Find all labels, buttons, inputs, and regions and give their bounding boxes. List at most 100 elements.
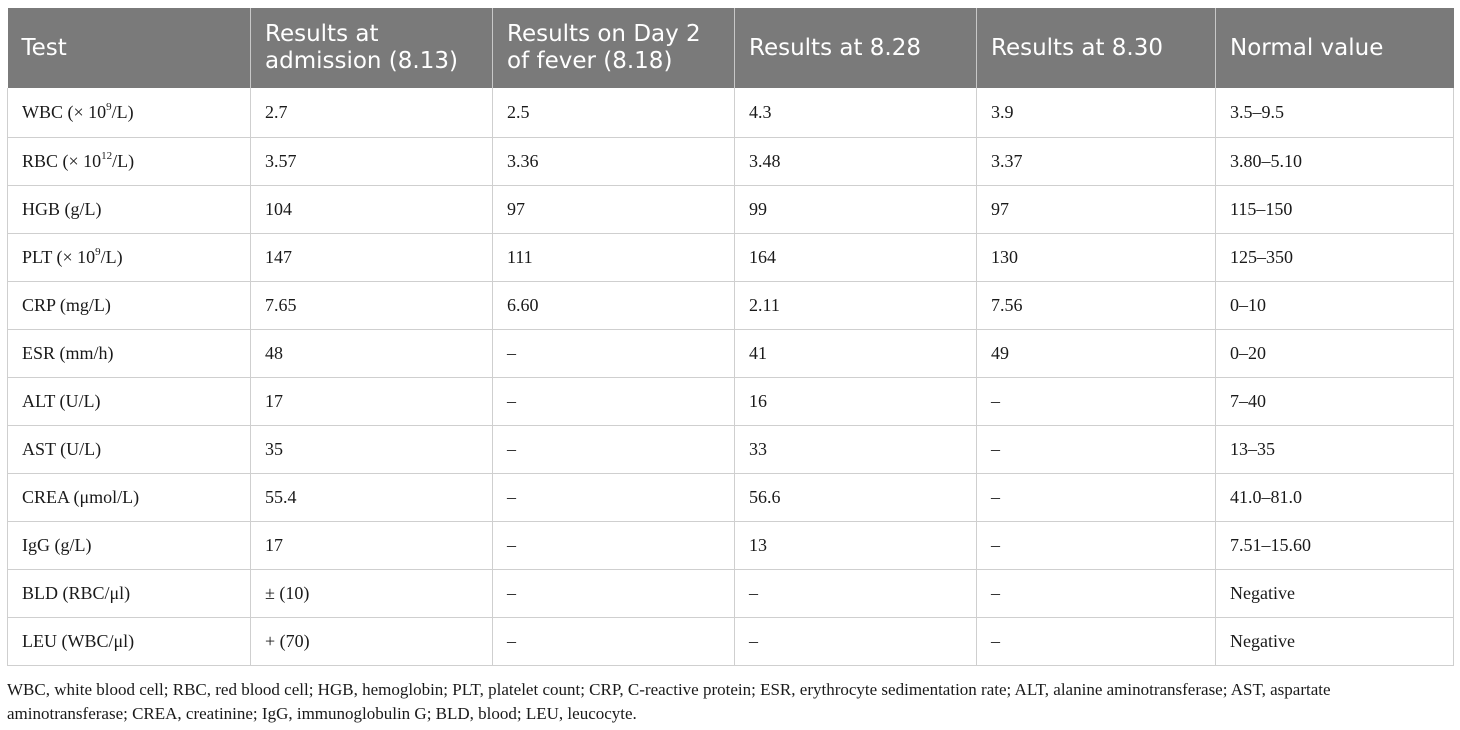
test-name: AST (U/L) bbox=[22, 438, 102, 459]
day2-fever-value-cell: – bbox=[492, 473, 735, 522]
value-8-28-cell: 4.3 bbox=[734, 88, 977, 138]
test-unit-suffix: /L) bbox=[112, 150, 135, 171]
test-name-cell: CRP (mg/L) bbox=[7, 281, 251, 330]
test-name: WBC (× 10 bbox=[22, 101, 107, 122]
value-8-28-cell: 164 bbox=[734, 233, 977, 282]
value-8-30-cell: 7.56 bbox=[976, 281, 1216, 330]
test-unit-suffix: /L) bbox=[111, 101, 134, 122]
value-8-28-cell: 3.48 bbox=[734, 137, 977, 186]
header-admission: Results at admission (8.13) bbox=[250, 8, 493, 88]
admission-value-cell: ± (10) bbox=[250, 569, 493, 618]
value-8-28-cell: 56.6 bbox=[734, 473, 977, 522]
admission-value-cell: 17 bbox=[250, 377, 493, 426]
admission-value-cell: 147 bbox=[250, 233, 493, 282]
table-row: ALT (U/L) 17–16–7–40 bbox=[7, 377, 1454, 426]
value-8-30-cell: – bbox=[976, 425, 1216, 474]
test-name: HGB (g/L) bbox=[22, 198, 102, 219]
header-normal-value: Normal value bbox=[1215, 8, 1454, 88]
day2-fever-value-cell: 111 bbox=[492, 233, 735, 282]
value-8-30-cell: – bbox=[976, 521, 1216, 570]
test-unit-exponent: 9 bbox=[106, 100, 112, 113]
table-footnote: WBC, white blood cell; RBC, red blood ce… bbox=[7, 680, 1331, 723]
admission-value-cell: 2.7 bbox=[250, 88, 493, 138]
normal-value-cell: 3.5–9.5 bbox=[1215, 88, 1454, 138]
normal-value-cell: 7–40 bbox=[1215, 377, 1454, 426]
test-name-cell: HGB (g/L) bbox=[7, 185, 251, 234]
value-8-30-cell: 49 bbox=[976, 329, 1216, 378]
test-name-cell: CREA (μmol/L) bbox=[7, 473, 251, 522]
value-8-28-cell: 16 bbox=[734, 377, 977, 426]
value-8-30-cell: – bbox=[976, 569, 1216, 618]
value-8-30-cell: 97 bbox=[976, 185, 1216, 234]
value-8-28-cell: – bbox=[734, 569, 977, 618]
header-8-30: Results at 8.30 bbox=[976, 8, 1216, 88]
test-unit-exponent: 12 bbox=[101, 149, 113, 162]
admission-value-cell: 55.4 bbox=[250, 473, 493, 522]
value-8-28-cell: 33 bbox=[734, 425, 977, 474]
normal-value-cell: 7.51–15.60 bbox=[1215, 521, 1454, 570]
table-row: AST (U/L) 35–33–13–35 bbox=[7, 425, 1454, 474]
value-8-28-cell: 2.11 bbox=[734, 281, 977, 330]
header-test: Test bbox=[7, 8, 251, 88]
admission-value-cell: 104 bbox=[250, 185, 493, 234]
value-8-30-cell: – bbox=[976, 473, 1216, 522]
test-name-cell: ESR (mm/h) bbox=[7, 329, 251, 378]
day2-fever-value-cell: – bbox=[492, 329, 735, 378]
value-8-30-cell: – bbox=[976, 377, 1216, 426]
test-name-cell: BLD (RBC/μl) bbox=[7, 569, 251, 618]
normal-value-cell: Negative bbox=[1215, 617, 1454, 666]
value-8-28-cell: 41 bbox=[734, 329, 977, 378]
test-name: RBC (× 10 bbox=[22, 150, 102, 171]
table-header: Test Results at admission (8.13) Results… bbox=[7, 8, 1454, 88]
day2-fever-value-cell: 2.5 bbox=[492, 88, 735, 138]
normal-value-cell: Negative bbox=[1215, 569, 1454, 618]
admission-value-cell: + (70) bbox=[250, 617, 493, 666]
day2-fever-value-cell: 6.60 bbox=[492, 281, 735, 330]
value-8-30-cell: – bbox=[976, 617, 1216, 666]
test-unit-suffix: /L) bbox=[100, 246, 123, 267]
header-8-28: Results at 8.28 bbox=[734, 8, 977, 88]
test-name-cell: LEU (WBC/μl) bbox=[7, 617, 251, 666]
admission-value-cell: 48 bbox=[250, 329, 493, 378]
normal-value-cell: 125–350 bbox=[1215, 233, 1454, 282]
test-name: PLT (× 10 bbox=[22, 246, 96, 267]
test-name: IgG (g/L) bbox=[22, 534, 92, 555]
table-row: HGB (g/L) 104 97 99 97 115–150 bbox=[7, 185, 1454, 234]
lab-results-table: Test Results at admission (8.13) Results… bbox=[7, 8, 1454, 666]
table-row: BLD (RBC/μl) ± (10) – – – Negative bbox=[7, 569, 1454, 618]
test-name-cell: ALT (U/L) bbox=[7, 377, 251, 426]
value-8-30-cell: 130 bbox=[976, 233, 1216, 282]
normal-value-cell: 0–10 bbox=[1215, 281, 1454, 330]
test-unit-exponent: 9 bbox=[95, 245, 101, 258]
day2-fever-value-cell: 3.36 bbox=[492, 137, 735, 186]
admission-value-cell: 7.65 bbox=[250, 281, 493, 330]
value-8-28-cell: 13 bbox=[734, 521, 977, 570]
day2-fever-value-cell: – bbox=[492, 617, 735, 666]
value-8-28-cell: – bbox=[734, 617, 977, 666]
test-name-cell: IgG (g/L) bbox=[7, 521, 251, 570]
test-name: ESR (mm/h) bbox=[22, 342, 114, 363]
normal-value-cell: 41.0–81.0 bbox=[1215, 473, 1454, 522]
lab-results-table-container: Test Results at admission (8.13) Results… bbox=[7, 8, 1454, 666]
table-row: LEU (WBC/μl) + (70) – – – Negative bbox=[7, 617, 1454, 666]
test-name-cell: WBC (× 109/L) bbox=[7, 88, 251, 138]
test-name: CREA (μmol/L) bbox=[22, 486, 140, 507]
header-day2-fever: Results on Day 2 of fever (8.18) bbox=[492, 8, 735, 88]
day2-fever-value-cell: – bbox=[492, 521, 735, 570]
test-name-cell: AST (U/L) bbox=[7, 425, 251, 474]
table-row: PLT (× 109/L) 147 111 164 130 125–350 bbox=[7, 233, 1454, 282]
table-row: CREA (μmol/L) 55.4–56.6–41.0–81.0 bbox=[7, 473, 1454, 522]
admission-value-cell: 3.57 bbox=[250, 137, 493, 186]
day2-fever-value-cell: 97 bbox=[492, 185, 735, 234]
value-8-30-cell: 3.9 bbox=[976, 88, 1216, 138]
normal-value-cell: 3.80–5.10 bbox=[1215, 137, 1454, 186]
day2-fever-value-cell: – bbox=[492, 377, 735, 426]
day2-fever-value-cell: – bbox=[492, 569, 735, 618]
admission-value-cell: 35 bbox=[250, 425, 493, 474]
normal-value-cell: 115–150 bbox=[1215, 185, 1454, 234]
value-8-30-cell: 3.37 bbox=[976, 137, 1216, 186]
test-name-cell: PLT (× 109/L) bbox=[7, 233, 251, 282]
normal-value-cell: 0–20 bbox=[1215, 329, 1454, 378]
table-row: RBC (× 1012/L) 3.57 3.36 3.48 3.37 3.80–5.10 bbox=[7, 137, 1454, 186]
test-name: CRP (mg/L) bbox=[22, 294, 111, 315]
